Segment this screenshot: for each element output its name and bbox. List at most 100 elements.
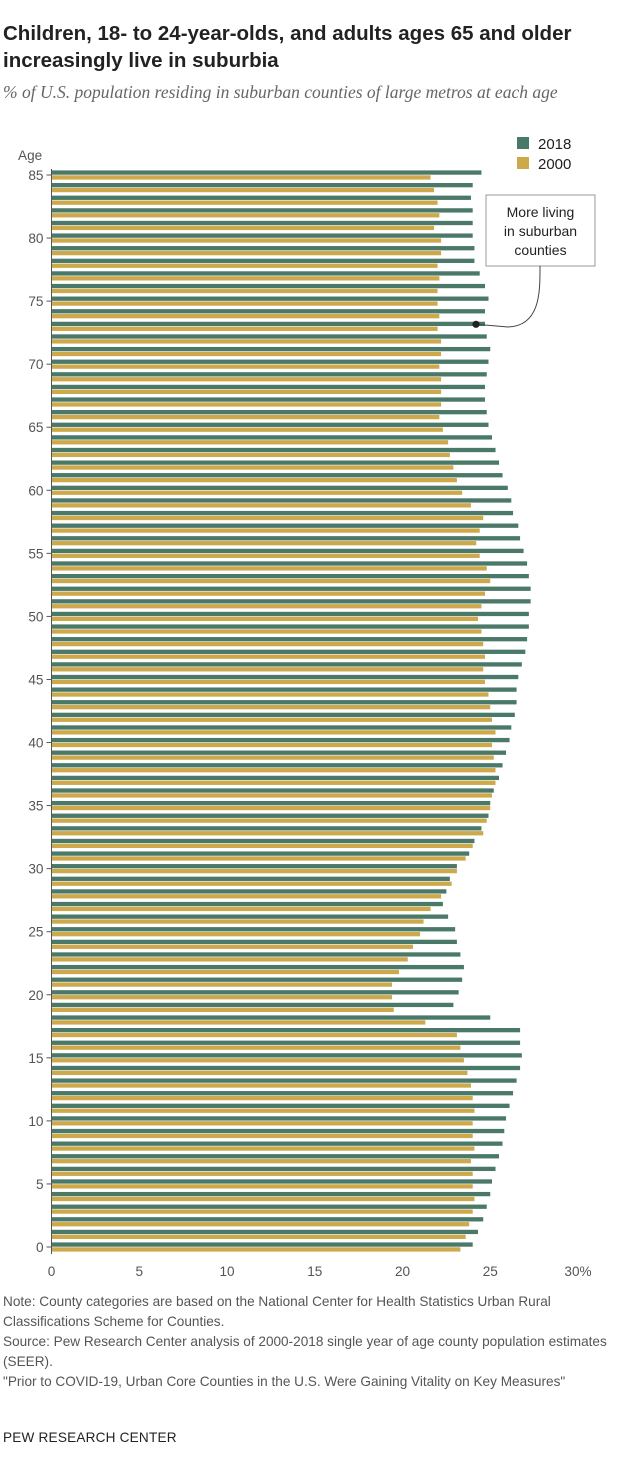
- bar-2000-age-57: [51, 528, 480, 533]
- chart-title: Children, 18- to 24-year-olds, and adult…: [3, 22, 572, 72]
- bar-2000-age-17: [51, 1032, 457, 1038]
- annotation-dot: [472, 320, 480, 328]
- bar-2018-age-74: [51, 309, 485, 314]
- bar-2018-age-37: [51, 775, 500, 781]
- bar-2018-age-46: [51, 662, 522, 667]
- bar-2000-age-24: [51, 944, 414, 949]
- bar-2018-age-16: [51, 1040, 521, 1045]
- bar-2000-age-50: [51, 616, 478, 622]
- bar-2000-age-25: [51, 932, 421, 937]
- bar-2000-age-43: [51, 704, 491, 710]
- bar-2000-age-66: [51, 414, 440, 420]
- annotation-leader-line: [475, 265, 541, 328]
- bar-2018-age-38: [51, 763, 503, 768]
- bar-2000-age-33: [51, 831, 484, 836]
- bar-2018-age-81: [51, 220, 473, 226]
- bar-2000-age-37: [51, 780, 496, 785]
- y-tick-label-10: 10: [28, 1114, 44, 1129]
- bar-2000-age-47: [51, 654, 485, 659]
- bar-2018-age-47: [51, 649, 526, 654]
- bar-2018-age-34: [51, 813, 489, 818]
- bar-2000-age-36: [51, 793, 492, 798]
- bar-2018-age-85: [51, 170, 482, 175]
- source-text: Source: Pew Research Center analysis of …: [3, 1334, 607, 1369]
- bar-2018-age-28: [51, 889, 447, 894]
- y-tick-label-40: 40: [28, 736, 44, 751]
- bar-2000-age-65: [51, 427, 443, 432]
- bar-2000-age-22: [51, 969, 399, 975]
- bar-2018-age-21: [51, 977, 463, 982]
- bar-2000-age-49: [51, 629, 482, 634]
- bar-2000-age-67: [51, 402, 442, 407]
- bar-2018-age-22: [51, 964, 464, 970]
- y-tick-label-50: 50: [28, 609, 44, 624]
- y-axis-title: Age: [18, 148, 42, 163]
- bar-2000-age-82: [51, 213, 440, 218]
- bar-2018-age-10: [51, 1116, 507, 1121]
- bar-2018-age-35: [51, 800, 491, 806]
- x-tick-label-15: 15: [307, 1264, 322, 1279]
- bar-2000-age-61: [51, 477, 457, 483]
- bar-2000-age-30: [51, 868, 457, 874]
- bar-2000-age-23: [51, 957, 408, 962]
- bar-2018-age-77: [51, 271, 480, 276]
- bar-2018-age-48: [51, 637, 528, 642]
- bar-2000-age-85: [51, 175, 431, 180]
- bar-2018-age-51: [51, 599, 531, 604]
- bar-2018-age-0: [51, 1242, 473, 1247]
- bar-2000-age-55: [51, 553, 480, 558]
- bar-2000-age-7: [51, 1159, 471, 1164]
- bar-2018-age-39: [51, 750, 507, 755]
- bar-2000-age-28: [51, 894, 442, 899]
- bar-2018-age-52: [51, 586, 531, 591]
- bar-2018-age-55: [51, 548, 524, 554]
- bar-2000-age-44: [51, 692, 489, 697]
- y-tick-label-35: 35: [28, 799, 43, 814]
- bar-2018-age-14: [51, 1065, 521, 1071]
- bar-2018-age-44: [51, 687, 517, 692]
- bar-2018-age-71: [51, 346, 491, 352]
- annotation-text-line-1: More living: [507, 204, 575, 220]
- bar-2000-age-26: [51, 919, 424, 924]
- bar-2000-age-59: [51, 503, 471, 508]
- bar-2018-age-33: [51, 826, 482, 831]
- bar-2018-age-18: [51, 1015, 491, 1020]
- bar-2000-age-70: [51, 364, 440, 369]
- bar-2018-age-7: [51, 1154, 500, 1159]
- bar-2000-age-38: [51, 768, 496, 773]
- bar-2018-age-54: [51, 561, 528, 566]
- bar-2018-age-56: [51, 536, 521, 541]
- bar-2000-age-32: [51, 843, 473, 849]
- y-tick-label-85: 85: [28, 168, 43, 183]
- bar-2018-age-84: [51, 183, 473, 188]
- bar-2018-age-79: [51, 246, 475, 251]
- bar-2018-age-40: [51, 737, 510, 743]
- bar-2000-age-77: [51, 276, 440, 281]
- bar-2000-age-51: [51, 604, 482, 609]
- bar-2000-age-31: [51, 856, 466, 861]
- bar-2018-age-5: [51, 1179, 492, 1184]
- bar-2018-age-19: [51, 1002, 454, 1008]
- bar-2018-age-41: [51, 725, 512, 730]
- bar-2000-age-69: [51, 377, 442, 382]
- bar-2018-age-68: [51, 384, 485, 390]
- bar-2000-age-80: [51, 238, 442, 243]
- legend-label-2018: 2018: [538, 136, 571, 153]
- bar-2000-age-74: [51, 314, 440, 319]
- bar-2000-age-9: [51, 1133, 473, 1139]
- bar-2000-age-68: [51, 389, 442, 394]
- bar-2018-age-82: [51, 208, 473, 213]
- bar-2000-age-10: [51, 1121, 473, 1126]
- bar-2000-age-62: [51, 465, 454, 470]
- bar-2000-age-79: [51, 250, 442, 256]
- bar-2018-age-12: [51, 1091, 514, 1096]
- y-tick-label-75: 75: [28, 294, 43, 309]
- bar-2000-age-64: [51, 440, 449, 445]
- x-tick-label-5: 5: [135, 1264, 143, 1279]
- bar-2000-age-0: [51, 1247, 461, 1252]
- bar-2000-age-45: [51, 679, 485, 685]
- bar-2018-age-15: [51, 1053, 522, 1058]
- y-tick-label-20: 20: [28, 988, 44, 1003]
- bar-2000-age-81: [51, 225, 435, 231]
